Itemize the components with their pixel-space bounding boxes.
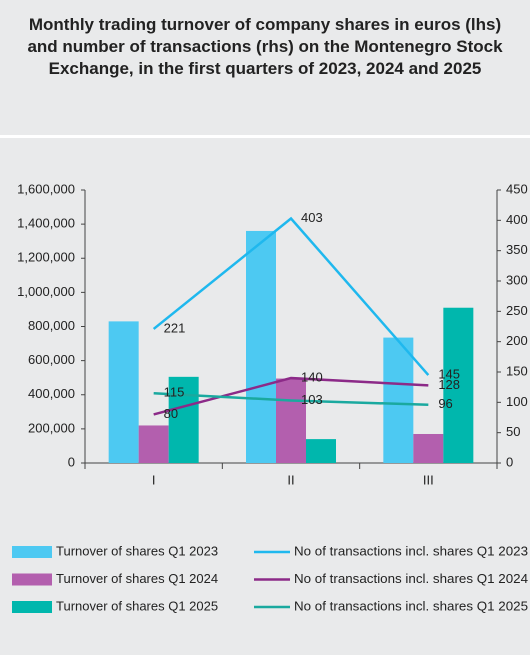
- data-label: 115: [164, 385, 185, 400]
- y2-tick-label: 250: [506, 303, 528, 318]
- legend-label: No of transactions incl. shares Q1 2025: [294, 598, 528, 613]
- legend-label: Turnover of shares Q1 2025: [56, 598, 218, 613]
- bar: [108, 321, 139, 463]
- bar: [168, 376, 199, 463]
- legend-swatch: [12, 546, 52, 558]
- bar: [246, 230, 276, 463]
- y2-tick-label: 300: [506, 272, 528, 287]
- data-label: 221: [164, 320, 186, 335]
- bar: [138, 425, 169, 463]
- y-tick-label: 1,000,000: [17, 284, 75, 299]
- bar: [383, 337, 414, 463]
- data-label: 145: [438, 366, 460, 381]
- y-tick-label: 800,000: [28, 318, 75, 333]
- y2-tick-label: 50: [506, 424, 520, 439]
- y-tick-label: 200,000: [28, 420, 75, 435]
- y-tick-label: 1,600,000: [17, 181, 75, 196]
- data-label: 103: [301, 392, 323, 407]
- data-label: 128: [438, 377, 460, 392]
- line: [153, 376, 429, 416]
- data-label: 80: [164, 406, 178, 421]
- line: [153, 391, 429, 407]
- data-label: 403: [301, 210, 323, 225]
- bar: [443, 307, 474, 463]
- y2-tick-label: 100: [506, 394, 528, 409]
- x-tick-label: II: [287, 472, 294, 487]
- legend-label: Turnover of shares Q1 2023: [56, 543, 218, 558]
- y2-tick-label: 450: [506, 181, 528, 196]
- y2-tick-label: 400: [506, 212, 528, 227]
- legend-label: No of transactions incl. shares Q1 2024: [294, 571, 528, 586]
- y-tick-label: 400,000: [28, 386, 75, 401]
- bar: [276, 378, 306, 463]
- x-tick-label: III: [423, 472, 434, 487]
- legend-label: No of transactions incl. shares Q1 2023: [294, 543, 528, 558]
- y-tick-label: 1,400,000: [17, 216, 75, 231]
- bar: [306, 439, 336, 463]
- x-tick-label: I: [152, 472, 156, 487]
- y-tick-label: 1,200,000: [17, 250, 75, 265]
- y2-tick-label: 200: [506, 333, 528, 348]
- data-label: 140: [301, 370, 323, 385]
- y2-tick-label: 0: [506, 454, 513, 469]
- data-label: 96: [438, 396, 452, 411]
- legend-swatch: [12, 573, 52, 586]
- y-tick-label: 0: [68, 454, 75, 469]
- y2-tick-label: 350: [506, 242, 528, 257]
- legend-label: Turnover of shares Q1 2024: [56, 571, 218, 586]
- chart-title: Monthly trading turnover of company shar…: [0, 0, 530, 138]
- bar: [413, 433, 444, 463]
- y-tick-label: 600,000: [28, 352, 75, 367]
- y2-tick-label: 150: [506, 363, 528, 378]
- legend-swatch: [12, 601, 52, 613]
- line: [152, 216, 430, 376]
